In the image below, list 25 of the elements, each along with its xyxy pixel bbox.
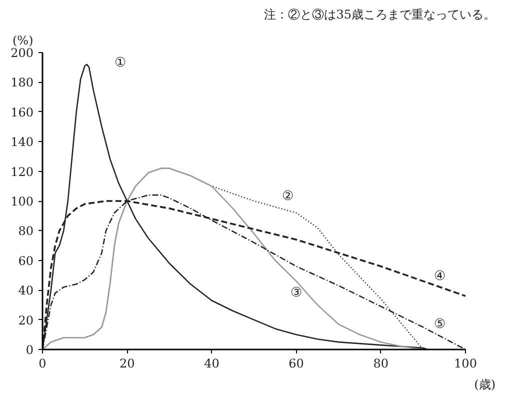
x-tick-label: 40 [204,356,220,370]
y-tick-label: 160 [10,105,34,120]
series-label: ④ [434,269,446,284]
x-tick-label: 0 [38,356,46,370]
y-tick-label: 140 [10,135,34,150]
series-label: ① [114,55,126,70]
x-tick-label: 60 [288,356,304,370]
y-tick-label: 100 [10,194,34,208]
x-axis-title: (歳) [474,378,496,392]
y-tick-label: 120 [10,164,34,179]
text: 注：②と③は35歳ころまで重なっている。 [264,8,496,22]
x-tick-label: 100 [454,356,477,370]
y-tick-label: 0 [26,343,34,357]
x-tick-label: 20 [119,356,135,370]
y-tick-label: 80 [18,224,34,238]
x-tick-label: 80 [373,356,389,370]
y-tick-label: 180 [10,76,34,90]
series-label: ⑤ [434,316,446,332]
y-tick-label: 20 [18,313,34,328]
y-tick-label: 60 [18,254,34,268]
y-tick-label: 200 [10,46,34,60]
series-label: ③ [290,286,302,301]
series-label: ② [282,189,294,204]
y-axis-title: (%) [12,34,34,48]
y-tick-label: 40 [18,284,34,298]
